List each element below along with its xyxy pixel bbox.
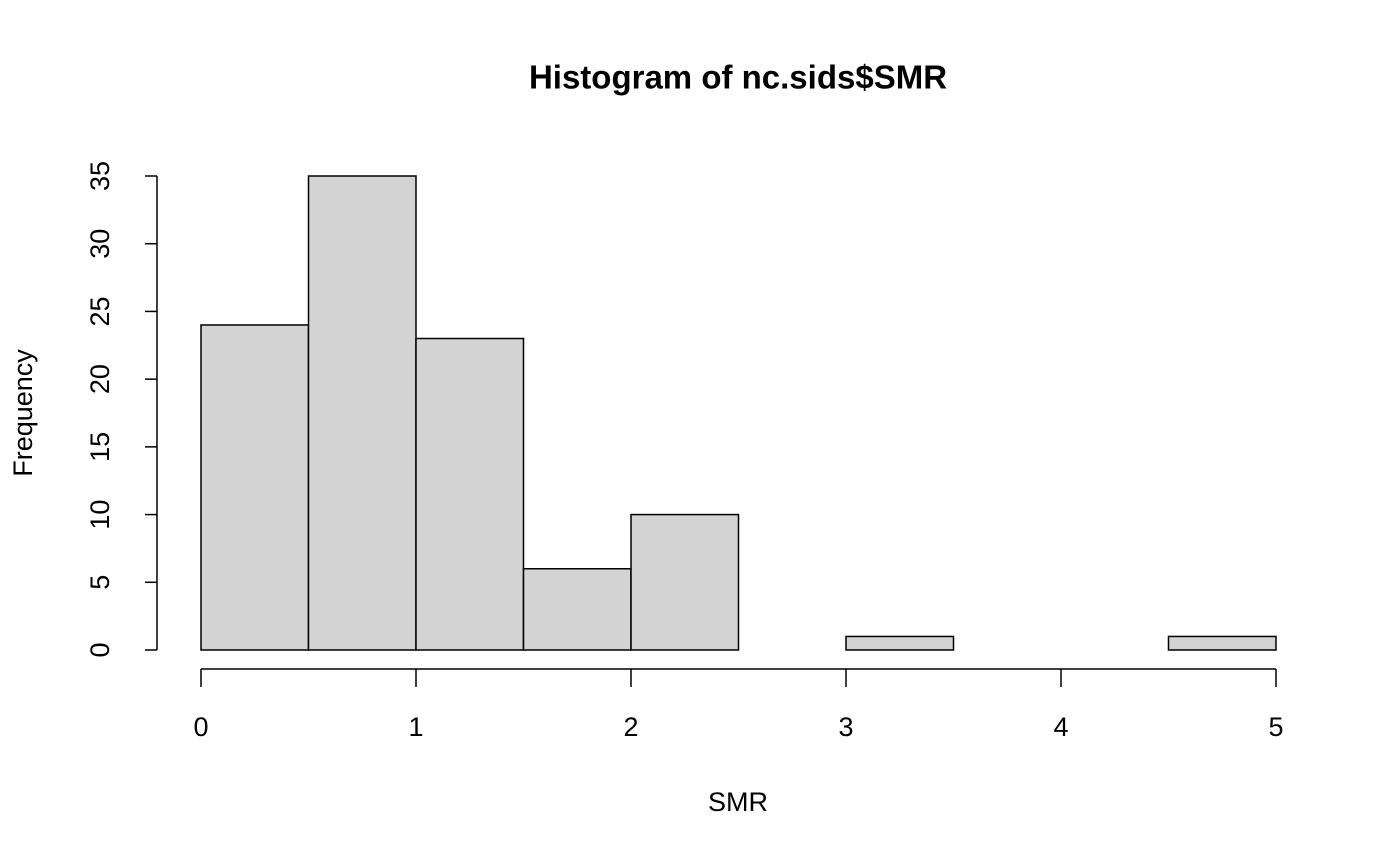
x-tick-label: 3 bbox=[838, 712, 853, 742]
y-tick-label: 20 bbox=[85, 364, 115, 394]
y-tick-label: 10 bbox=[85, 500, 115, 530]
y-tick-label: 15 bbox=[85, 432, 115, 462]
y-tick-label: 0 bbox=[85, 642, 115, 657]
histogram-bar bbox=[415, 337, 525, 651]
histogram-bar bbox=[200, 324, 310, 651]
y-tick-label: 30 bbox=[85, 229, 115, 259]
y-tick-label: 25 bbox=[85, 296, 115, 326]
histogram-bar bbox=[307, 175, 417, 651]
histogram-bar bbox=[522, 567, 632, 651]
x-axis-label: SMR bbox=[708, 787, 768, 817]
histogram-bar bbox=[1167, 635, 1277, 651]
y-tick-label: 5 bbox=[85, 575, 115, 590]
x-tick-label: 2 bbox=[623, 712, 638, 742]
histogram-bar bbox=[630, 513, 740, 651]
x-tick-label: 0 bbox=[193, 712, 208, 742]
y-axis-label: Frequency bbox=[8, 349, 38, 477]
x-tick-label: 1 bbox=[408, 712, 423, 742]
x-tick-label: 4 bbox=[1053, 712, 1068, 742]
histogram-bar bbox=[845, 635, 955, 651]
y-tick-label: 35 bbox=[85, 161, 115, 191]
chart-title: Histogram of nc.sids$SMR bbox=[529, 59, 947, 96]
x-tick-label: 5 bbox=[1268, 712, 1283, 742]
